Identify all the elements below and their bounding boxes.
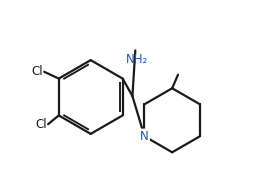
Text: NH₂: NH₂: [126, 53, 148, 66]
Text: Cl: Cl: [35, 118, 47, 131]
Text: Cl: Cl: [32, 65, 43, 78]
Text: N: N: [140, 130, 149, 143]
